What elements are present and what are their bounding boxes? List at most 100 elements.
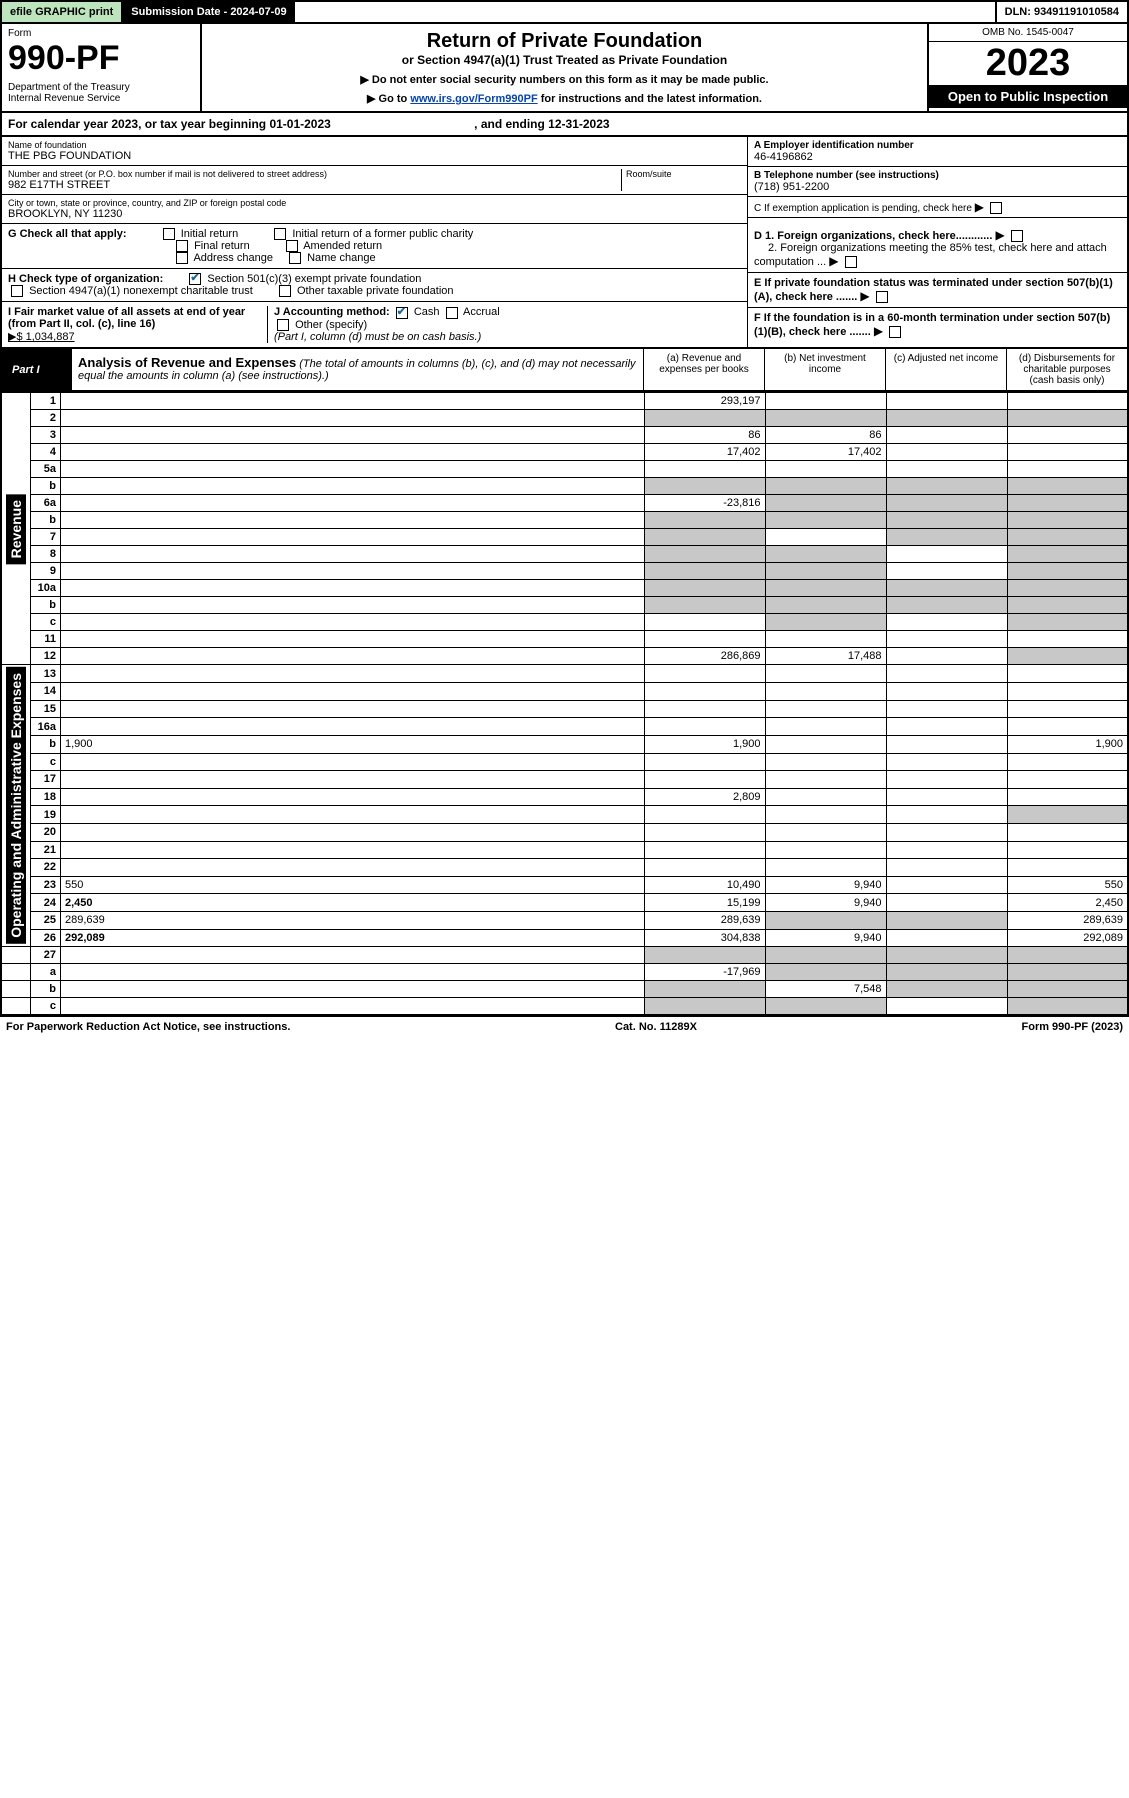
amount-cell [765,631,886,648]
amount-cell: 15,199 [644,894,765,912]
check-address[interactable] [176,252,188,264]
amount-cell [765,735,886,753]
table-row: 27 [1,947,1128,964]
table-row: b [1,512,1128,529]
col-c-header: (c) Adjusted net income [885,349,1006,390]
amount-cell [1007,512,1128,529]
table-row: 7 [1,529,1128,546]
row-number: 24 [31,894,61,912]
table-row: 8 [1,546,1128,563]
amount-cell [1007,718,1128,736]
check-initial[interactable] [163,228,175,240]
amount-cell [1007,806,1128,824]
amount-cell [886,512,1007,529]
amount-cell: 17,488 [765,648,886,665]
row-desc [61,823,645,841]
check-cash[interactable] [396,307,408,319]
amount-cell [765,700,886,718]
amount-cell [765,718,886,736]
check-amended[interactable] [286,240,298,252]
check-4947[interactable] [11,285,23,297]
row-desc [61,683,645,701]
check-name[interactable] [289,252,301,264]
amount-cell [644,718,765,736]
amount-cell [886,735,1007,753]
table-row: 417,40217,402 [1,444,1128,461]
check-initial-former[interactable] [274,228,286,240]
row-number: 3 [31,427,61,444]
side-label: Revenue [1,393,31,665]
amount-cell [886,841,1007,859]
amount-cell [765,806,886,824]
table-row: 2 [1,410,1128,427]
amount-cell [886,683,1007,701]
row-number: 1 [31,393,61,410]
amount-cell [644,563,765,580]
check-accrual[interactable] [446,307,458,319]
check-e[interactable] [876,291,888,303]
dln-label: DLN: 93491191010584 [995,2,1127,22]
amount-cell: 550 [1007,876,1128,894]
amount-cell [886,753,1007,771]
amount-cell [1007,631,1128,648]
open-inspection: Open to Public Inspection [929,85,1127,108]
amount-cell [1007,753,1128,771]
check-other-taxable[interactable] [279,285,291,297]
row-number: 2 [31,410,61,427]
table-row: 5a [1,461,1128,478]
amount-cell: 17,402 [644,444,765,461]
amount-cell [886,529,1007,546]
row-desc [61,597,645,614]
col-b-header: (b) Net investment income [764,349,885,390]
row-number: 18 [31,788,61,806]
amount-cell [644,614,765,631]
check-c[interactable] [990,202,1002,214]
amount-cell [886,410,1007,427]
row-number: 17 [31,771,61,789]
row-number: c [31,753,61,771]
omb-number: OMB No. 1545-0047 [929,24,1127,42]
amount-cell [1007,823,1128,841]
row-number: b [31,735,61,753]
check-final[interactable] [176,240,188,252]
table-row: b1,9001,9001,900 [1,735,1128,753]
amount-cell [1007,947,1128,964]
row-number: 22 [31,859,61,877]
header-center: Return of Private Foundation or Section … [202,24,927,111]
check-d2[interactable] [845,256,857,268]
row-number: 14 [31,683,61,701]
row-number: 25 [31,912,61,930]
row-number: 20 [31,823,61,841]
check-other-method[interactable] [277,319,289,331]
row-number: a [31,964,61,981]
amount-cell: 292,089 [1007,929,1128,947]
amount-cell [886,495,1007,512]
e-row: E If private foundation status was termi… [748,273,1127,308]
row-desc: 2,450 [61,894,645,912]
row-desc [61,427,645,444]
amount-cell [886,823,1007,841]
amount-cell [886,461,1007,478]
part1-header: Part I Analysis of Revenue and Expenses … [0,349,1129,392]
row-desc [61,665,645,683]
row-desc [61,753,645,771]
table-row: 17 [1,771,1128,789]
check-f[interactable] [889,326,901,338]
irs-link[interactable]: www.irs.gov/Form990PF [410,93,537,105]
table-row: c [1,998,1128,1016]
amount-cell: 86 [765,427,886,444]
g-row: G Check all that apply: Initial return I… [2,224,747,269]
check-501c3[interactable] [189,273,201,285]
amount-cell [765,461,886,478]
amount-cell [886,563,1007,580]
row-desc [61,614,645,631]
amount-cell [1007,981,1128,998]
check-d1[interactable] [1011,230,1023,242]
amount-cell: 1,900 [644,735,765,753]
note-1: ▶ Do not enter social security numbers o… [208,73,921,86]
row-desc [61,546,645,563]
amount-cell [1007,998,1128,1016]
amount-cell [886,665,1007,683]
row-desc [61,788,645,806]
amount-cell [1007,771,1128,789]
